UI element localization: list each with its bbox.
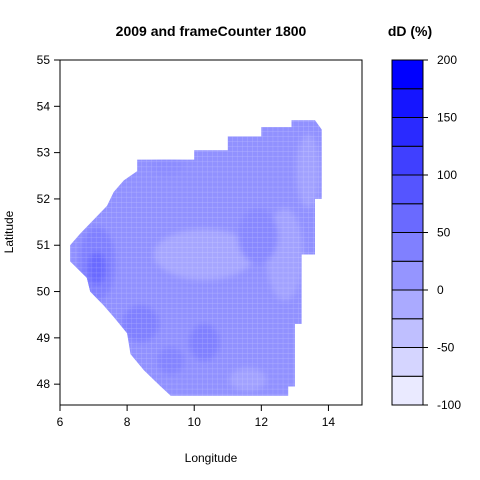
colorbar-tick-label: 0: [437, 283, 444, 297]
colorbar-segment: [391, 117, 424, 147]
y-axis-label: Latitude: [2, 210, 16, 253]
colorbar-segment: [391, 318, 424, 348]
colorbar-tick-label: -50: [437, 341, 455, 355]
grid-overlay: [70, 120, 322, 396]
x-axis: 6 8 10 12 14: [57, 405, 336, 429]
colorbar-segment: [391, 289, 424, 320]
y-tick-label: 49: [37, 331, 51, 345]
x-tick-label: 10: [188, 415, 202, 429]
colorbar-segment: [391, 260, 424, 291]
colorbar-segment: [391, 59, 424, 90]
colorbar-segment: [391, 347, 424, 377]
colorbar: [391, 59, 424, 406]
y-tick-label: 51: [37, 238, 51, 252]
y-tick-label: 50: [37, 285, 51, 299]
x-tick-label: 8: [124, 415, 131, 429]
colorbar-tick-label: 50: [437, 226, 451, 240]
y-tick-label: 52: [37, 192, 51, 206]
colorbar-tick-label: -100: [437, 398, 461, 412]
y-axis: 48 49 50 51 52 53 54 55: [37, 53, 60, 391]
chart-title: 2009 and frameCounter 1800: [116, 23, 307, 39]
colorbar-segment: [391, 88, 424, 118]
y-tick-label: 48: [37, 377, 51, 391]
colorbar-segment: [391, 174, 424, 205]
y-tick-label: 53: [37, 146, 51, 160]
y-tick-label: 54: [37, 99, 51, 113]
plot-frame: [59, 59, 363, 406]
colorbar-title: dD (%): [388, 23, 432, 39]
x-tick-label: 14: [322, 415, 336, 429]
colorbar-ticks: -100 -50 0 50 100 150 200: [423, 53, 461, 412]
heatmap-layer: [70, 120, 322, 396]
colorbar-segment: [391, 375, 424, 406]
colorbar-segment: [391, 145, 424, 176]
x-tick-label: 12: [255, 415, 269, 429]
colorbar-tick-label: 150: [437, 111, 457, 125]
y-tick-label: 55: [37, 53, 51, 67]
colorbar-segment: [391, 203, 424, 233]
x-tick-label: 6: [57, 415, 64, 429]
colorbar-tick-label: 200: [437, 53, 457, 67]
colorbar-tick-label: 100: [437, 168, 457, 182]
colorbar-segment: [391, 232, 424, 262]
x-axis-label: Longitude: [185, 451, 238, 465]
